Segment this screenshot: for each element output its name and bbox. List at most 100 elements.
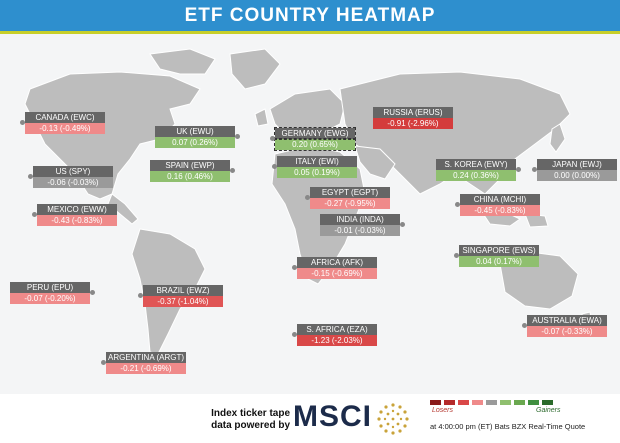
legend-swatch bbox=[444, 400, 455, 405]
page-title: ETF COUNTRY HEATMAP bbox=[184, 5, 436, 26]
legend-swatch bbox=[430, 400, 441, 405]
card-italy[interactable]: ITALY (EWI) 0.05 (0.19%) bbox=[272, 156, 357, 178]
card-value: 0.00 (0.00%) bbox=[537, 170, 617, 181]
marker-dot bbox=[305, 195, 310, 200]
card-label: PERU (EPU) bbox=[10, 282, 90, 293]
card-value: -0.13 (-0.49%) bbox=[25, 123, 105, 134]
card-value: -0.45 (-0.83%) bbox=[460, 205, 540, 216]
marker-dot bbox=[272, 164, 277, 169]
marker-dot bbox=[101, 360, 106, 365]
marker-dot bbox=[90, 290, 95, 295]
legend-swatch bbox=[514, 400, 525, 405]
msci-logo-text[interactable]: MSCI bbox=[293, 400, 372, 433]
marker-dot bbox=[138, 293, 143, 298]
legend-swatch bbox=[500, 400, 511, 405]
footer: Index ticker tape data powered by MSCI bbox=[0, 394, 620, 443]
legend-swatch bbox=[472, 400, 483, 405]
card-value: -0.07 (-0.20%) bbox=[10, 293, 90, 304]
card-label: AFRICA (AFK) bbox=[297, 257, 377, 268]
legend-gainers-label: Gainers bbox=[536, 407, 561, 414]
card-value: 0.16 (0.46%) bbox=[150, 171, 230, 182]
legend-swatch bbox=[486, 400, 497, 405]
card-brazil[interactable]: BRAZIL (EWZ) -0.37 (-1.04%) bbox=[138, 285, 223, 307]
card-uk[interactable]: UK (EWU) 0.07 (0.26%) bbox=[155, 126, 240, 148]
card-egypt[interactable]: EGYPT (EGPT) -0.27 (-0.95%) bbox=[305, 187, 390, 209]
card-label: ARGENTINA (ARGT) bbox=[106, 352, 186, 363]
card-label: EGYPT (EGPT) bbox=[310, 187, 390, 198]
card-label: CANADA (EWC) bbox=[25, 112, 105, 123]
card-s-korea[interactable]: S. KOREA (EWY) 0.24 (0.36%) bbox=[436, 159, 521, 181]
marker-dot bbox=[455, 202, 460, 207]
card-label: SINGAPORE (EWS) bbox=[459, 245, 539, 256]
card-value: -0.15 (-0.69%) bbox=[297, 268, 377, 279]
card-label: MEXICO (EWW) bbox=[37, 204, 117, 215]
card-label: JAPAN (EWJ) bbox=[537, 159, 617, 170]
card-value: -0.43 (-0.83%) bbox=[37, 215, 117, 226]
card-value: -0.07 (-0.33%) bbox=[527, 326, 607, 337]
card-value: -1.23 (-2.03%) bbox=[297, 335, 377, 346]
card-japan[interactable]: JAPAN (EWJ) 0.00 (0.00%) bbox=[532, 159, 617, 181]
card-value: -0.01 (-0.03%) bbox=[320, 225, 400, 236]
quote-timestamp: at 4:00:00 pm (ET) Bats BZX Real-Time Qu… bbox=[430, 422, 586, 431]
card-africa[interactable]: AFRICA (AFK) -0.15 (-0.69%) bbox=[292, 257, 377, 279]
card-value: -0.21 (-0.69%) bbox=[106, 363, 186, 374]
marker-dot bbox=[32, 212, 37, 217]
powered-line-2: data powered by bbox=[211, 420, 290, 431]
marker-dot bbox=[454, 253, 459, 258]
marker-dot bbox=[270, 136, 275, 141]
powered-by-text: Index ticker tape data powered by bbox=[200, 408, 290, 432]
marker-dot bbox=[230, 168, 235, 173]
marker-dot bbox=[400, 222, 405, 227]
legend-swatch bbox=[458, 400, 469, 405]
card-spain[interactable]: SPAIN (EWP) 0.16 (0.46%) bbox=[150, 160, 235, 182]
msci-globe-icon bbox=[377, 403, 409, 435]
card-mexico[interactable]: MEXICO (EWW) -0.43 (-0.83%) bbox=[32, 204, 117, 226]
card-peru[interactable]: PERU (EPU) -0.07 (-0.20%) bbox=[10, 282, 95, 304]
marker-dot bbox=[292, 332, 297, 337]
marker-dot bbox=[516, 167, 521, 172]
card-value: 0.20 (0.65%) bbox=[274, 138, 356, 151]
header-bar: ETF COUNTRY HEATMAP bbox=[0, 0, 620, 34]
card-india[interactable]: INDIA (INDA) -0.01 (-0.03%) bbox=[320, 214, 405, 236]
card-label: CHINA (MCHI) bbox=[460, 194, 540, 205]
card-argentina[interactable]: ARGENTINA (ARGT) -0.21 (-0.69%) bbox=[101, 352, 186, 374]
legend-swatch bbox=[528, 400, 539, 405]
card-label: UK (EWU) bbox=[155, 126, 235, 137]
card-china[interactable]: CHINA (MCHI) -0.45 (-0.83%) bbox=[455, 194, 540, 216]
card-label: S. KOREA (EWY) bbox=[436, 159, 516, 170]
card-value: 0.24 (0.36%) bbox=[436, 170, 516, 181]
card-value: -0.06 (-0.03%) bbox=[33, 177, 113, 188]
world-map: CANADA (EWC) -0.13 (-0.49%) US (SPY) -0.… bbox=[0, 34, 620, 394]
card-label: ITALY (EWI) bbox=[277, 156, 357, 167]
card-label: BRAZIL (EWZ) bbox=[143, 285, 223, 296]
card-value: -0.37 (-1.04%) bbox=[143, 296, 223, 307]
card-singapore[interactable]: SINGAPORE (EWS) 0.04 (0.17%) bbox=[454, 245, 539, 267]
card-label: RUSSIA (ERUS) bbox=[373, 107, 453, 118]
card-canada[interactable]: CANADA (EWC) -0.13 (-0.49%) bbox=[20, 112, 105, 134]
card-label: S. AFRICA (EZA) bbox=[297, 324, 377, 335]
card-value: -0.27 (-0.95%) bbox=[310, 198, 390, 209]
marker-dot bbox=[235, 134, 240, 139]
marker-dot bbox=[522, 323, 527, 328]
marker-dot bbox=[20, 120, 25, 125]
marker-dot bbox=[532, 167, 537, 172]
legend-losers-label: Losers bbox=[432, 407, 454, 414]
color-legend: Losers Gainers bbox=[430, 400, 590, 415]
card-s-africa[interactable]: S. AFRICA (EZA) -1.23 (-2.03%) bbox=[292, 324, 377, 346]
marker-dot bbox=[28, 174, 33, 179]
card-label: AUSTRALIA (EWA) bbox=[527, 315, 607, 326]
card-label: GERMANY (EWG) bbox=[274, 127, 356, 140]
card-value: 0.04 (0.17%) bbox=[459, 256, 539, 267]
marker-dot bbox=[292, 265, 297, 270]
card-australia[interactable]: AUSTRALIA (EWA) -0.07 (-0.33%) bbox=[522, 315, 607, 337]
legend-swatches bbox=[430, 400, 590, 405]
card-us[interactable]: US (SPY) -0.06 (-0.03%) bbox=[28, 166, 113, 188]
card-germany[interactable]: GERMANY (EWG) 0.20 (0.65%) bbox=[270, 127, 356, 151]
card-value: -0.91 (-2.96%) bbox=[373, 118, 453, 129]
card-label: US (SPY) bbox=[33, 166, 113, 177]
card-russia[interactable]: RUSSIA (ERUS) -0.91 (-2.96%) bbox=[373, 107, 453, 129]
card-label: SPAIN (EWP) bbox=[150, 160, 230, 171]
legend-labels: Losers Gainers bbox=[430, 405, 590, 415]
powered-line-1: Index ticker tape bbox=[211, 408, 290, 419]
card-value: 0.05 (0.19%) bbox=[277, 167, 357, 178]
